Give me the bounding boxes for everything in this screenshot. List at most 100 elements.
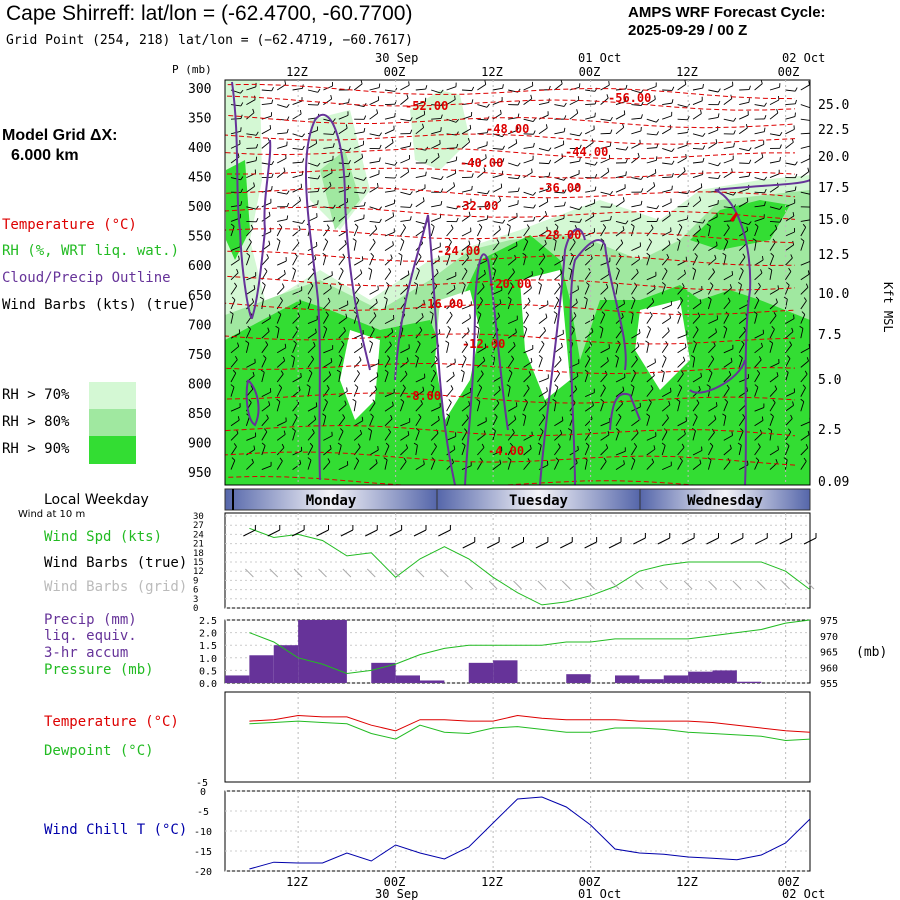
wind-barb xyxy=(507,258,517,266)
wind-barb-flag xyxy=(552,398,557,402)
wind-barb xyxy=(323,435,333,441)
wind-barb-flag xyxy=(776,109,779,114)
wind-barb xyxy=(507,345,516,354)
wind-barb xyxy=(600,461,607,470)
wind-barb xyxy=(477,132,488,135)
wind-barb xyxy=(307,191,319,193)
wind-barb xyxy=(661,404,671,412)
wind-barb-flag xyxy=(278,384,282,388)
wind-barb xyxy=(261,358,267,368)
wind-barb-flag xyxy=(339,355,343,359)
wind-barb-flag xyxy=(707,296,712,300)
wind-barb xyxy=(354,191,365,194)
wind-barb-flag xyxy=(237,342,240,347)
wind-barb xyxy=(446,160,457,164)
wind-barb-flag xyxy=(777,445,779,450)
wind-barb-flag xyxy=(555,457,560,461)
wind-barb-flag xyxy=(715,402,718,407)
wind-barb-true xyxy=(413,529,427,537)
wind-barb-flag xyxy=(452,371,455,376)
wind-barb-flag xyxy=(400,398,405,403)
wind-barb xyxy=(353,373,360,383)
wind-barb xyxy=(353,401,357,412)
wind-barb-flag xyxy=(500,109,502,114)
wind-barb-flag xyxy=(420,400,423,405)
wind-barb xyxy=(785,331,794,339)
wind-barb xyxy=(677,157,687,164)
wind-barb-flag xyxy=(302,145,305,150)
wind-barb-flag xyxy=(238,255,240,260)
wind-barb-flag xyxy=(660,369,665,373)
cloud-outline xyxy=(689,359,746,394)
wind-barb xyxy=(476,240,481,251)
wind-barb xyxy=(800,447,809,456)
wind-barb xyxy=(461,244,471,251)
wind-barb xyxy=(631,345,640,354)
wind-barb-flag xyxy=(313,341,316,346)
wind-barb xyxy=(661,391,672,397)
wind-barb-flag xyxy=(640,114,643,119)
wind-barb xyxy=(600,219,611,222)
wind-barb xyxy=(707,226,711,237)
wind-barb-flag xyxy=(406,357,409,362)
wind-barb-flag xyxy=(375,298,378,303)
wind-barb xyxy=(323,348,333,354)
wind-barb xyxy=(431,204,442,208)
wind-barb-flag xyxy=(446,413,450,417)
wind-barb-flag xyxy=(650,385,654,389)
wind-barb-flag xyxy=(630,223,635,227)
wind-barb xyxy=(523,241,529,251)
wind-barb-flag xyxy=(268,211,271,216)
wind-barb-flag xyxy=(722,252,727,256)
wind-barb-flag xyxy=(711,355,715,360)
wind-barb-flag xyxy=(531,431,533,436)
wind-barb xyxy=(800,373,808,383)
wind-barb-flag xyxy=(638,329,641,334)
wind-barb xyxy=(692,200,702,208)
wind-barb xyxy=(461,304,472,310)
wind-barb xyxy=(631,217,641,222)
wind-barb xyxy=(538,127,548,135)
wind-barb-flag xyxy=(712,428,715,433)
wind-barb xyxy=(677,360,686,368)
wind-barb xyxy=(353,387,359,397)
wind-barb-flag xyxy=(671,148,675,152)
wind-barb xyxy=(692,302,702,310)
wind-barb xyxy=(738,445,742,456)
wind-barb xyxy=(723,171,733,178)
wind-barb-flag xyxy=(633,443,637,447)
wind-barb xyxy=(784,284,790,295)
wind-barb-flag xyxy=(616,428,620,432)
wind-barb xyxy=(538,188,549,193)
wind-barb-flag xyxy=(306,384,311,388)
wind-barb-flag xyxy=(286,202,290,207)
wind-barb-flag xyxy=(557,443,561,448)
wind-barb-flag xyxy=(740,267,744,272)
wind-chill-tick-label: -5 xyxy=(197,807,209,818)
wind-barb-flag xyxy=(763,127,766,132)
wind-barb-flag xyxy=(332,130,336,135)
wind-barb-flag xyxy=(571,326,575,330)
wind-barb-grid xyxy=(366,568,376,578)
wind-barb xyxy=(677,373,684,383)
wind-barb-flag xyxy=(413,282,418,285)
wind-barb-flag xyxy=(271,99,274,104)
wind-barb-flag xyxy=(376,109,379,114)
isotherm xyxy=(225,451,796,466)
height-tick-label: 7.5 xyxy=(818,328,841,343)
wind-barb-flag xyxy=(600,398,605,403)
height-tick-label: 2.5 xyxy=(818,423,841,438)
wind-barb xyxy=(477,118,488,121)
wind-barb-flag xyxy=(307,296,312,300)
wind-barb xyxy=(507,271,515,281)
wind-barb-flag xyxy=(733,130,736,135)
height-tick-label: 15.0 xyxy=(818,213,849,228)
wind-barb-flag xyxy=(772,399,776,403)
bottom-time-label: 12Z xyxy=(286,875,308,889)
wind-barb-flag xyxy=(537,442,542,446)
wind-barb xyxy=(492,161,503,164)
wind-barb xyxy=(554,131,565,135)
wind-barb-flag xyxy=(625,220,629,225)
wind-barb xyxy=(261,372,265,383)
wind-barb xyxy=(600,300,607,310)
